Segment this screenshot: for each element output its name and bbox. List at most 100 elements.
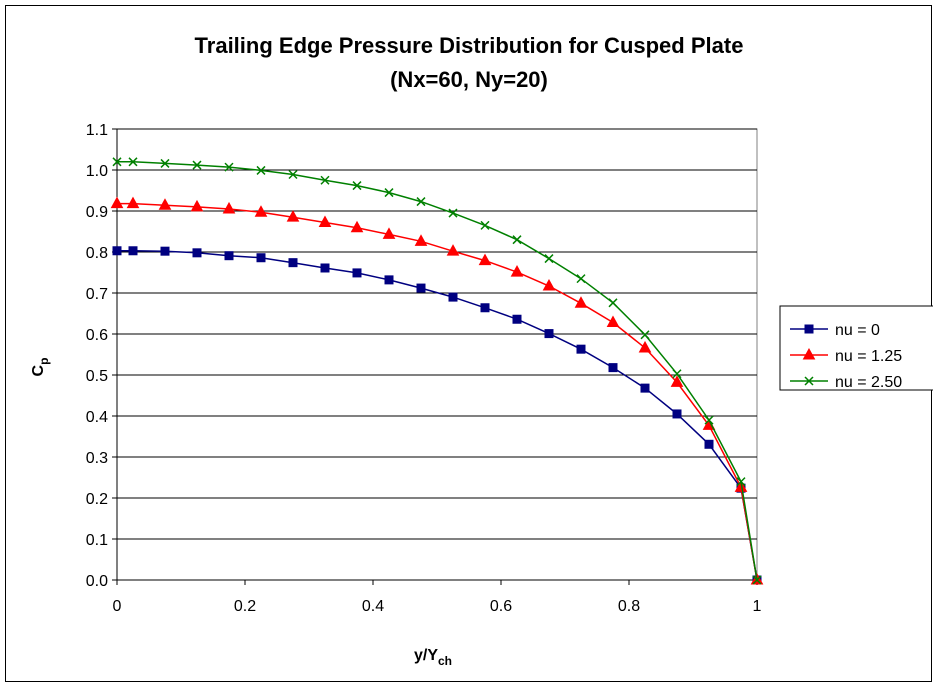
data-point <box>640 330 650 340</box>
series-3 <box>112 157 762 585</box>
data-point <box>128 157 138 167</box>
legend-label: nu = 1.25 <box>835 348 902 365</box>
y-tick-label: 0.7 <box>86 286 108 303</box>
legend-marker <box>802 347 816 360</box>
x-tick-label: 0.6 <box>490 598 512 615</box>
data-point <box>352 268 362 278</box>
y-axis-label: Cp <box>30 358 51 377</box>
data-point <box>544 329 554 339</box>
data-point <box>512 314 522 324</box>
data-point <box>574 296 588 308</box>
x-tick-label: 0.2 <box>234 598 256 615</box>
chart-subtitle: (Nx=60, Ny=20) <box>390 67 548 92</box>
data-point <box>576 274 586 284</box>
data-point <box>736 477 746 487</box>
y-tick-label: 0.9 <box>86 204 108 221</box>
y-tick-label: 0.2 <box>86 491 108 508</box>
data-point <box>734 480 748 492</box>
data-point <box>384 188 394 198</box>
data-point <box>608 363 618 373</box>
data-point <box>704 415 714 425</box>
data-point <box>480 303 490 313</box>
data-point <box>256 253 266 263</box>
data-point <box>112 246 122 256</box>
data-point <box>448 292 458 302</box>
data-point <box>382 227 396 239</box>
legend-marker <box>804 324 814 334</box>
y-tick-label: 0.5 <box>86 368 108 385</box>
data-point <box>288 258 298 268</box>
data-point <box>704 439 714 449</box>
data-point <box>478 253 492 266</box>
x-tick-label: 0.4 <box>362 598 384 615</box>
data-point <box>256 165 266 175</box>
data-point <box>160 158 170 168</box>
data-point <box>480 220 490 230</box>
x-tick-label: 1 <box>753 598 762 615</box>
data-point <box>606 315 620 328</box>
data-point <box>160 246 170 256</box>
data-point <box>416 197 426 207</box>
data-point <box>190 199 204 212</box>
data-point <box>350 220 364 233</box>
data-point <box>640 383 650 393</box>
grid-lines <box>117 128 757 540</box>
y-tick-label: 0.0 <box>86 573 108 590</box>
data-point <box>544 254 554 264</box>
legend-item: nu = 0 <box>790 322 880 339</box>
data-point <box>318 215 332 227</box>
y-tick-label: 0.4 <box>86 409 108 426</box>
data-point <box>320 263 330 273</box>
series-line <box>117 202 758 581</box>
data-point <box>192 248 202 258</box>
data-point <box>286 210 300 222</box>
chart-frame: Trailing Edge Pressure Distribution for … <box>5 5 933 682</box>
data-point <box>192 160 202 170</box>
data-point <box>128 246 138 256</box>
axes: 0.0 0.1 0.2 0.3 0.4 0.5 0.6 0.7 0.8 0.9 1.0 1.1 0 0.2… <box>86 122 762 615</box>
data-point <box>542 278 556 291</box>
series-1 <box>112 246 762 585</box>
data-point <box>158 198 172 210</box>
data-point <box>320 175 330 185</box>
data-point <box>222 201 236 214</box>
y-tick-label: 1.1 <box>86 122 108 139</box>
data-point <box>126 196 140 209</box>
data-point <box>254 205 268 217</box>
data-point <box>752 575 762 585</box>
data-point <box>512 235 522 245</box>
data-point <box>384 275 394 285</box>
data-point <box>224 162 234 172</box>
x-tick-label: 0.8 <box>618 598 640 615</box>
chart-title: Trailing Edge Pressure Distribution for … <box>195 33 744 58</box>
data-point <box>576 344 586 354</box>
y-tick-label: 0.8 <box>86 245 108 262</box>
legend-label: nu = 0 <box>835 322 880 339</box>
data-point <box>510 265 524 277</box>
legend-item: nu = 2.50 <box>790 374 902 391</box>
series-line <box>117 250 758 581</box>
chart-svg: Trailing Edge Pressure Distribution for … <box>30 33 933 668</box>
y-tick-label: 0.1 <box>86 532 108 549</box>
legend-box <box>779 305 933 391</box>
x-tick-label: 0 <box>113 598 122 615</box>
data-point <box>638 340 652 353</box>
y-tick-label: 0.3 <box>86 450 108 467</box>
data-point <box>672 409 682 419</box>
legend-label: nu = 2.50 <box>835 374 902 391</box>
data-point <box>224 251 234 261</box>
data-point <box>416 283 426 293</box>
data-point <box>352 181 362 191</box>
data-point <box>110 196 124 209</box>
data-point <box>608 298 618 308</box>
legend: nu = 0 nu = 1.25 nu = 2.50 <box>779 305 933 391</box>
x-axis-label: y/Ych <box>414 647 452 668</box>
y-tick-label: 0.6 <box>86 327 108 344</box>
data-point <box>288 169 298 180</box>
data-point <box>448 208 458 218</box>
data-point <box>414 234 428 246</box>
data-point <box>446 244 460 256</box>
data-point <box>112 157 122 167</box>
legend-item: nu = 1.25 <box>790 347 902 365</box>
series-line <box>117 161 758 581</box>
